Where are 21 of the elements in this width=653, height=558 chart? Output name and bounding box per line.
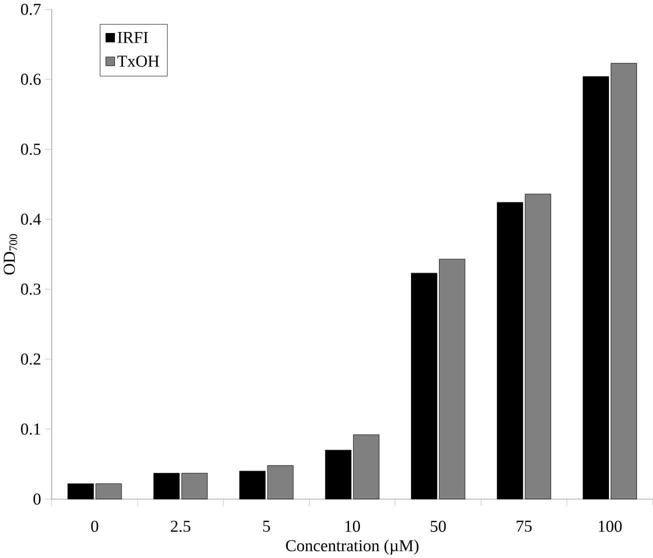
- y-tick-label: 0.4: [21, 213, 41, 225]
- y-axis-title: OD$_{700}$: [4, 234, 18, 274]
- legend-label: IRFI: [118, 32, 148, 43]
- bar: [524, 194, 552, 500]
- y-tick-label: 0: [34, 493, 41, 504]
- x-tick-label: 75: [516, 520, 532, 532]
- x-tick-label: 50: [430, 520, 446, 532]
- y-tick-label: 0.3: [21, 283, 41, 295]
- legend-label: TxOH: [117, 55, 160, 67]
- y-tick-label: 0.5: [21, 143, 41, 155]
- y-tick-label: 0.7: [21, 4, 41, 15]
- x-tick-label: 2.5: [170, 520, 190, 532]
- x-tick-label: 10: [345, 520, 360, 532]
- bar: [496, 202, 524, 500]
- x-tick-label: 5: [263, 520, 270, 532]
- y-tick-label: 0.6: [21, 73, 41, 85]
- y-tick-label: 0.1: [21, 423, 40, 435]
- x-tick-label: 100: [598, 520, 622, 532]
- x-axis-title: Concentration (µM): [286, 539, 418, 554]
- y-tick-label: 0.2: [21, 353, 40, 365]
- x-tick-label: 0: [91, 520, 98, 532]
